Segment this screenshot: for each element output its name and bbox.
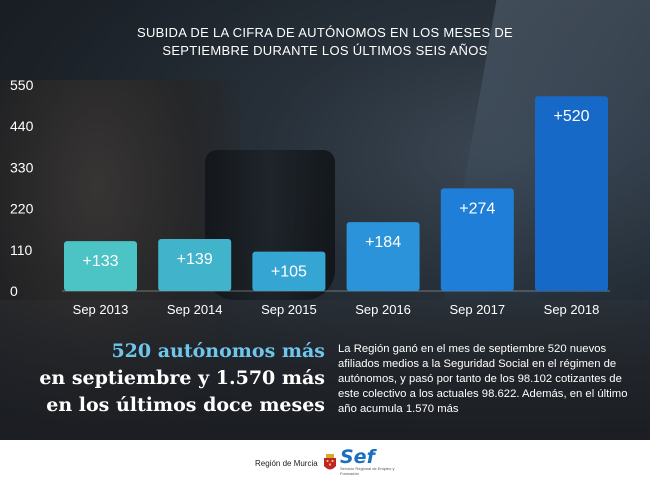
y-tick-label: 330 <box>10 159 34 175</box>
logo-region-text: Región de Murcia <box>255 458 318 468</box>
coat-of-arms-icon <box>323 454 336 470</box>
logo-sef-subtext: Servicio Regional de Empleo y Formación <box>340 466 395 476</box>
y-tick-label: 110 <box>10 242 33 258</box>
bar-data-label: +139 <box>177 251 213 268</box>
logo-sef-word: Sef <box>340 446 375 468</box>
bar-data-label: +184 <box>365 234 401 251</box>
headline-line-1: 520 autónomos más <box>111 340 325 362</box>
bar <box>158 238 232 291</box>
chart-title-line-2: SEPTIEMBRE DURANTE LOS ÚLTIMOS SEIS AÑOS <box>162 43 488 58</box>
chart-title-line-1: SUBIDA DE LA CIFRA DE AUTÓNOMOS EN LOS M… <box>136 25 514 40</box>
bar <box>252 251 326 291</box>
y-tick-label: 220 <box>10 201 34 217</box>
x-tick-label: Sep 2017 <box>449 302 505 317</box>
bar-data-label: +105 <box>271 264 307 281</box>
chart-title: SUBIDA DE LA CIFRA DE AUTÓNOMOS EN LOS M… <box>0 24 650 60</box>
x-tick-label: Sep 2013 <box>73 302 129 317</box>
x-tick-label: Sep 2014 <box>167 302 223 317</box>
bar-chart: 0 110 220 330 440 550 +133 Sep 2013 +139 Sep 2014… <box>10 77 608 317</box>
y-tick-label: 550 <box>10 77 34 93</box>
headline-line-3: en los últimos doce meses <box>46 394 325 416</box>
background-table <box>0 300 650 440</box>
logo-sef: Sef Servicio Regional de Empleo y Formac… <box>340 446 400 477</box>
bar <box>64 241 137 291</box>
bar-data-label: +133 <box>82 253 118 270</box>
x-tick-label: Sep 2016 <box>355 302 411 317</box>
headline: 520 autónomos más en septiembre y 1.570 … <box>0 338 325 419</box>
bar-data-label: +274 <box>459 200 495 217</box>
x-tick-label: Sep 2015 <box>261 302 317 317</box>
bar <box>535 96 608 292</box>
y-tick-label: 440 <box>10 118 34 134</box>
bar-data-label: +520 <box>553 108 589 125</box>
body-paragraph: La Región ganó en el mes de septiembre 5… <box>338 343 628 415</box>
bar <box>440 188 514 291</box>
x-tick-label: Sep 2018 <box>544 302 600 317</box>
bar <box>346 222 420 291</box>
y-tick-label: 0 <box>10 283 18 299</box>
headline-line-2: en septiembre y 1.570 más <box>39 367 325 389</box>
logo-region-de-murcia: Región de Murcia <box>255 451 338 475</box>
